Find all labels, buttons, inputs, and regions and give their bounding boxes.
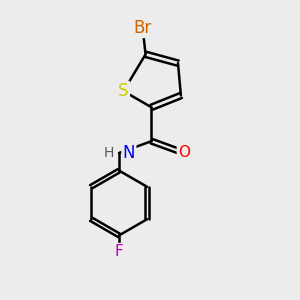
Text: F: F [115,244,124,259]
Text: H: H [103,146,114,160]
Text: O: O [178,146,190,160]
Text: N: N [123,144,135,162]
Text: S: S [118,82,129,100]
Text: Br: Br [134,19,152,37]
